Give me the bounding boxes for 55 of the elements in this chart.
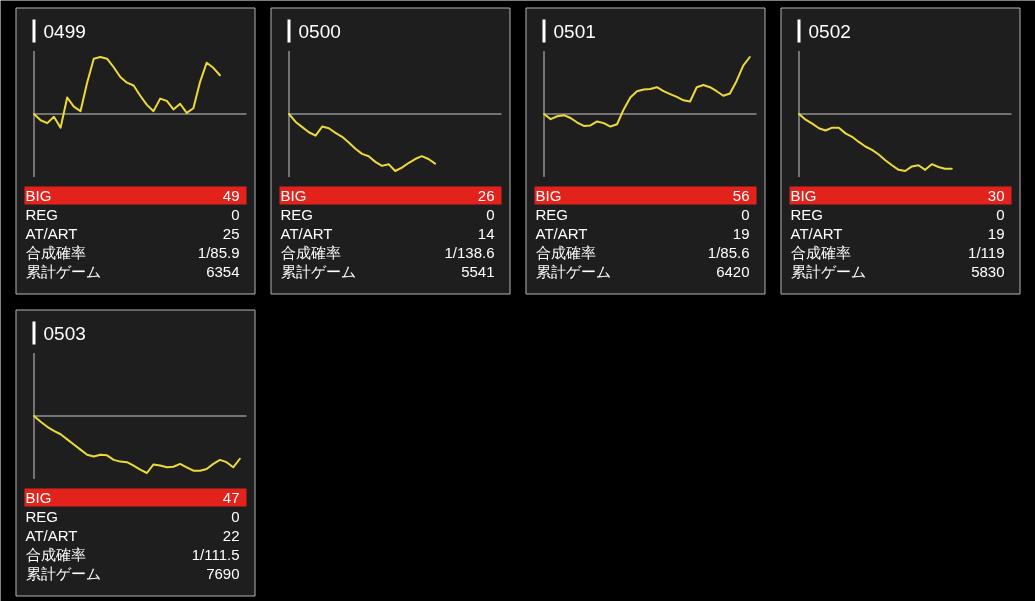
text: BIG <box>280 187 307 204</box>
text: REG <box>790 206 824 223</box>
text: 合成確率 <box>25 546 86 563</box>
text: REG <box>25 508 59 525</box>
text: 22 <box>222 526 240 544</box>
text: 累計ゲーム <box>790 263 866 280</box>
text: 19 <box>732 224 750 242</box>
text: BIG <box>790 187 817 204</box>
text: 49 <box>222 186 240 204</box>
text: 合成確率 <box>25 244 86 261</box>
text: AT/ART <box>280 225 333 242</box>
chart-title: 0499 <box>43 21 86 42</box>
text: 合成確率 <box>790 244 851 261</box>
text: 5541 <box>461 262 495 280</box>
text: BIG <box>25 489 52 506</box>
text: 47 <box>222 488 240 506</box>
text: 30 <box>987 186 1005 204</box>
chart-title: 0502 <box>808 21 851 42</box>
text: AT/ART <box>535 225 588 242</box>
text: 26 <box>477 186 495 204</box>
text: 56 <box>732 186 750 204</box>
text: BIG <box>25 187 52 204</box>
text: REG <box>25 206 59 223</box>
chart-title: 0500 <box>298 21 341 42</box>
text: AT/ART <box>790 225 843 242</box>
text: 累計ゲーム <box>535 263 611 280</box>
text: AT/ART <box>25 225 78 242</box>
text: 25 <box>222 224 240 242</box>
text: 0 <box>231 205 240 223</box>
text: 6420 <box>716 262 750 280</box>
text: 累計ゲーム <box>280 263 356 280</box>
text: 1/138.6 <box>444 244 495 261</box>
text: 5830 <box>971 262 1005 280</box>
text: 0 <box>231 507 240 525</box>
text: 合成確率 <box>535 244 596 261</box>
text: 14 <box>477 224 495 242</box>
text: REG <box>280 206 314 223</box>
text: 7690 <box>206 564 240 582</box>
text: 19 <box>987 224 1005 242</box>
text: 0 <box>486 205 495 223</box>
text: 6354 <box>206 262 240 280</box>
text: 0 <box>741 205 750 223</box>
text: AT/ART <box>25 527 78 544</box>
chart-title: 0503 <box>43 323 86 344</box>
chart-title: 0501 <box>553 21 596 42</box>
text: 1/111.5 <box>191 546 240 563</box>
text: BIG <box>535 187 562 204</box>
text: 累計ゲーム <box>25 263 101 280</box>
text: 1/85.9 <box>197 244 240 261</box>
text: 1/85.6 <box>707 244 750 261</box>
text: 合成確率 <box>280 244 341 261</box>
text: REG <box>535 206 569 223</box>
text: 0 <box>996 205 1005 223</box>
text: 累計ゲーム <box>25 565 101 582</box>
text: 1/119 <box>968 244 1005 261</box>
